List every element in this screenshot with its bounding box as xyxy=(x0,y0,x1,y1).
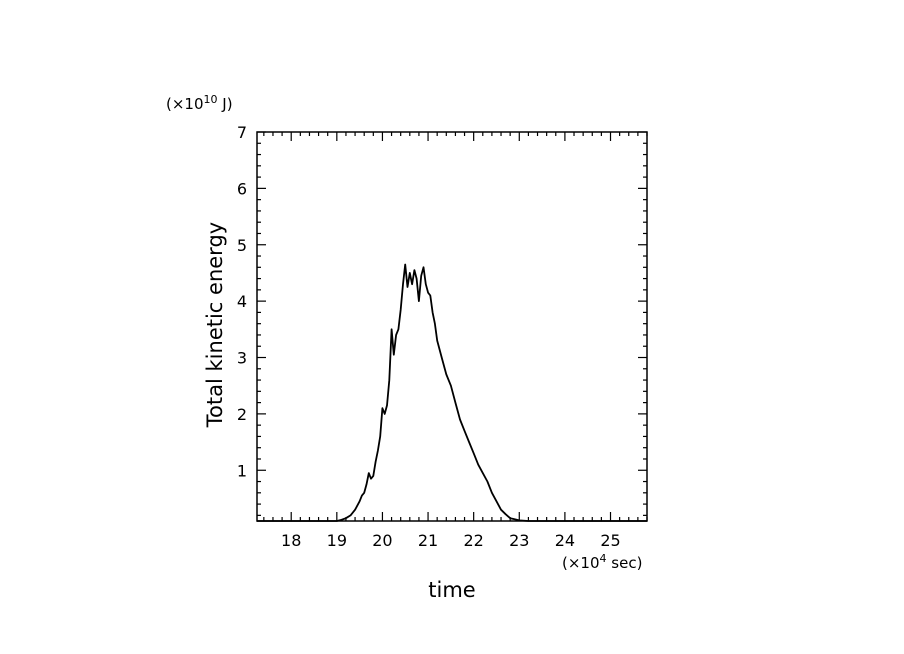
plot-frame xyxy=(256,131,648,522)
x-tick-label: 22 xyxy=(463,531,483,550)
y-tick-label: 5 xyxy=(237,236,247,255)
x-axis-title: time xyxy=(428,578,475,602)
x-tick-label: 25 xyxy=(600,531,620,550)
x-tick-label: 20 xyxy=(372,531,392,550)
y-tick-label: 4 xyxy=(237,292,247,311)
y-unit-label: (×1010 J) xyxy=(166,93,233,113)
x-tick-label: 24 xyxy=(555,531,575,550)
x-tick-label: 19 xyxy=(327,531,347,550)
x-tick-label: 23 xyxy=(509,531,529,550)
x-tick-labels: 18 19 20 21 22 23 24 25 xyxy=(281,531,621,550)
y-tick-labels: 1 2 3 4 5 6 7 xyxy=(237,123,247,480)
y-axis-title: Total kinetic energy xyxy=(203,222,227,428)
y-tick-label: 6 xyxy=(237,179,247,198)
y-tick-label: 3 xyxy=(237,349,247,368)
axis-ticks xyxy=(257,131,648,521)
y-tick-label: 1 xyxy=(237,461,247,480)
y-tick-label: 2 xyxy=(237,405,247,424)
x-tick-label: 21 xyxy=(418,531,438,550)
series-line xyxy=(257,263,647,522)
y-tick-label: 7 xyxy=(237,123,247,142)
x-unit-label: (×104 sec) xyxy=(562,552,642,572)
x-tick-label: 18 xyxy=(281,531,301,550)
